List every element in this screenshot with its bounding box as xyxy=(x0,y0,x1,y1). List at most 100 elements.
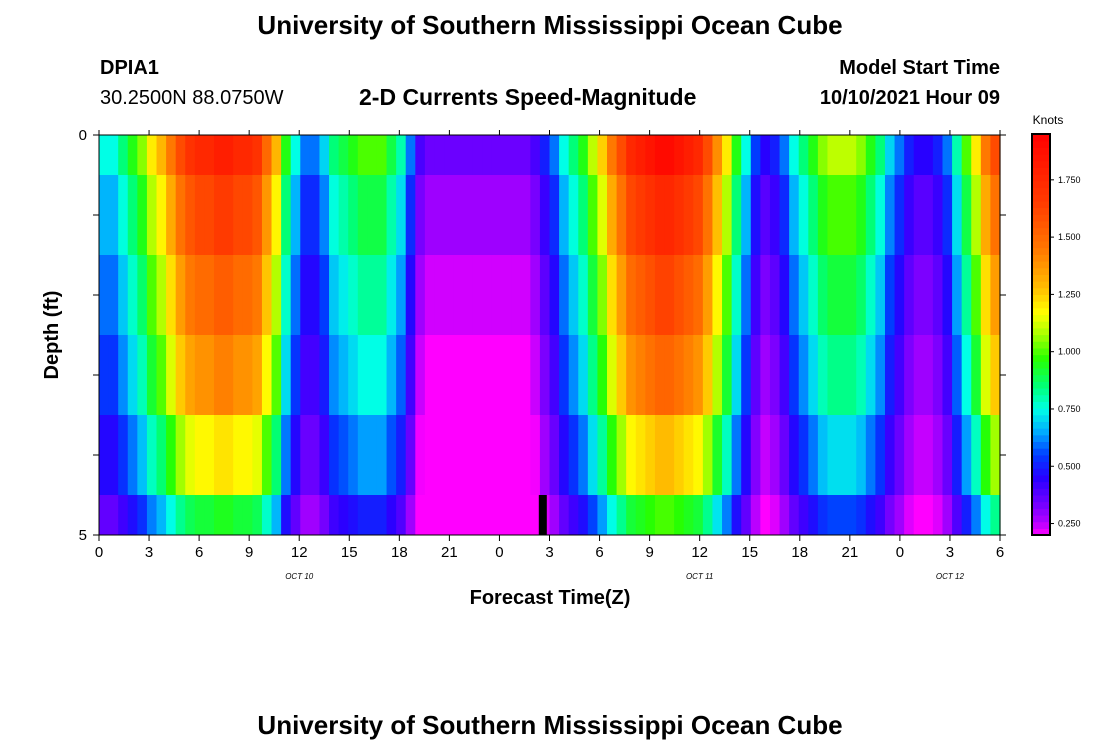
colorbar-segment xyxy=(1032,174,1050,182)
heatmap-cell xyxy=(252,135,263,175)
heatmap-cell xyxy=(99,415,110,495)
heatmap-cell xyxy=(386,495,397,535)
heatmap-cell xyxy=(645,415,656,495)
heatmap-cell xyxy=(127,415,138,495)
heatmap-cell xyxy=(932,335,944,415)
colorbar-segment xyxy=(1032,434,1050,443)
heatmap-cell xyxy=(166,255,177,335)
heatmap-cell xyxy=(166,495,177,535)
heatmap-cell xyxy=(741,335,752,415)
heatmap-cell xyxy=(654,495,666,535)
heatmap-cell xyxy=(875,495,886,535)
heatmap-cell xyxy=(760,415,771,495)
colorbar-tick-label: 0.250 xyxy=(1058,519,1081,529)
heatmap-cell xyxy=(559,495,570,535)
heatmap-cell xyxy=(587,335,599,415)
heatmap-cell xyxy=(712,495,723,535)
heatmap-cell xyxy=(683,415,694,495)
heatmap-cell xyxy=(971,415,982,495)
y-axis-label: Depth (ft) xyxy=(41,291,63,380)
heatmap-cell xyxy=(942,415,953,495)
heatmap-cell xyxy=(127,175,138,255)
heatmap-cell xyxy=(654,255,666,335)
colorbar-segment xyxy=(1032,508,1050,516)
heatmap-cell xyxy=(118,135,129,175)
heatmap-cell xyxy=(664,335,675,415)
heatmap-cell xyxy=(923,495,934,535)
heatmap-cell xyxy=(674,495,685,535)
heatmap-cell xyxy=(156,255,167,335)
heatmap-cell xyxy=(808,255,819,335)
heatmap-cell xyxy=(434,415,445,495)
heatmap-cell xyxy=(405,415,416,495)
colorbar-segment xyxy=(1032,281,1050,289)
colorbar-segment xyxy=(1032,408,1050,416)
heatmap-cell xyxy=(185,495,196,535)
heatmap-cell xyxy=(568,335,579,415)
colorbar-label: Knots xyxy=(1033,113,1064,127)
colorbar-segment xyxy=(1032,234,1050,242)
heatmap-cell xyxy=(942,495,953,535)
heatmap-cell xyxy=(971,255,982,335)
heatmap-cell xyxy=(137,495,148,535)
heatmap-cell xyxy=(348,495,359,535)
heatmap-cell xyxy=(444,175,455,255)
heatmap-cell xyxy=(702,255,714,335)
heatmap-cell xyxy=(185,255,196,335)
y-tick-label: 0 xyxy=(79,127,87,144)
heatmap-cell xyxy=(626,135,637,175)
heatmap-cell xyxy=(185,415,196,495)
heatmap-cell xyxy=(300,415,311,495)
heatmap-cell xyxy=(827,135,838,175)
heatmap-cell xyxy=(616,415,627,495)
heatmap-cell xyxy=(137,335,148,415)
heatmap-cell xyxy=(444,135,455,175)
heatmap-cell xyxy=(904,415,915,495)
heatmap-cell xyxy=(635,415,646,495)
heatmap-cell xyxy=(185,335,196,415)
heatmap-cell xyxy=(760,135,771,175)
heatmap-cell xyxy=(242,175,253,255)
heatmap-cell xyxy=(750,495,761,535)
heatmap-cell xyxy=(865,495,876,535)
heatmap-cell xyxy=(549,495,560,535)
y-tick-label: 5 xyxy=(79,527,87,544)
heatmap-cell xyxy=(233,415,244,495)
heatmap-cell xyxy=(501,135,512,175)
heatmap-cell xyxy=(760,175,771,255)
heatmap-cell xyxy=(271,175,282,255)
heatmap-cell xyxy=(587,135,599,175)
heatmap-cell xyxy=(367,415,378,495)
heatmap-cell xyxy=(319,335,330,415)
heatmap-cell xyxy=(702,135,714,175)
heatmap-cell xyxy=(856,175,867,255)
heatmap-cell xyxy=(559,415,570,495)
heatmap-cell xyxy=(904,135,915,175)
heatmap-cell xyxy=(587,175,599,255)
heatmap-cell xyxy=(952,415,963,495)
heatmap-cell xyxy=(194,335,206,415)
heatmap-cell xyxy=(491,135,503,175)
heatmap-cell xyxy=(913,415,924,495)
colorbar-segment xyxy=(1032,468,1050,476)
heatmap-cell xyxy=(271,335,282,415)
heatmap-cell xyxy=(894,135,905,175)
colorbar-segment xyxy=(1032,307,1050,316)
heatmap-cell xyxy=(674,175,685,255)
heatmap-cell xyxy=(722,335,733,415)
x-tick-label: 12 xyxy=(691,544,708,561)
heatmap-cell xyxy=(865,335,876,415)
heatmap-cell xyxy=(865,415,876,495)
heatmap-cell xyxy=(607,135,618,175)
heatmap-cell xyxy=(654,175,666,255)
heatmap-cell xyxy=(952,255,963,335)
heatmap-cell xyxy=(942,335,953,415)
heatmap-cell xyxy=(530,495,541,535)
colorbar-segment xyxy=(1032,260,1050,269)
heatmap-cell xyxy=(175,335,186,415)
heatmap-cell xyxy=(348,135,359,175)
heatmap-cell xyxy=(559,135,570,175)
x-tick-label: 6 xyxy=(595,544,603,561)
heatmap-cell xyxy=(357,175,368,255)
heatmap-cell xyxy=(607,495,618,535)
